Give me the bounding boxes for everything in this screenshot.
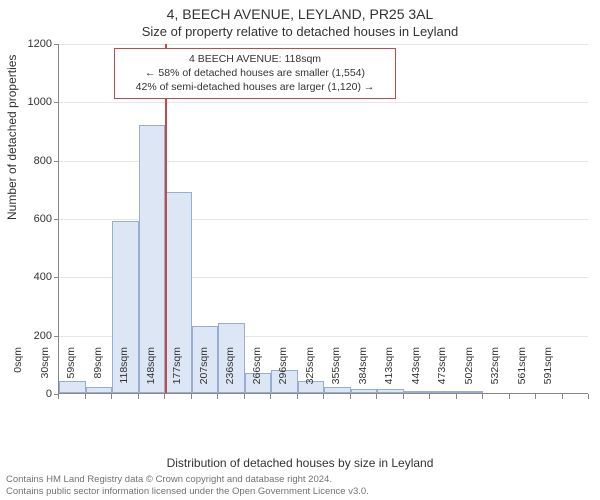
y-axis-label: Number of detached properties: [5, 55, 19, 220]
x-tick-label: 30sqm: [39, 347, 51, 397]
x-tick-mark: [350, 394, 351, 399]
x-tick-label: 0sqm: [12, 347, 24, 397]
y-tick-mark: [54, 44, 59, 45]
x-tick-label: 591sqm: [542, 347, 554, 397]
chart-container: 4, BEECH AVENUE, LEYLAND, PR25 3AL Size …: [0, 0, 600, 500]
footer-line-2: Contains public sector information licen…: [6, 486, 369, 498]
x-tick-label: 561sqm: [516, 347, 528, 397]
info-box-line: 4 BEECH AVENUE: 118sqm: [121, 52, 389, 66]
x-tick-mark: [323, 394, 324, 399]
chart-subtitle: Size of property relative to detached ho…: [0, 24, 600, 39]
y-tick-mark: [54, 336, 59, 337]
y-tick-label: 800: [12, 155, 52, 167]
x-tick-label: 325sqm: [304, 347, 316, 397]
gridline: [59, 44, 588, 45]
y-tick-label: 600: [12, 213, 52, 225]
x-tick-mark: [270, 394, 271, 399]
y-tick-label: 1000: [12, 96, 52, 108]
info-box-line: ← 58% of detached houses are smaller (1,…: [121, 66, 389, 80]
x-tick-mark: [376, 394, 377, 399]
page-title: 4, BEECH AVENUE, LEYLAND, PR25 3AL: [0, 6, 600, 22]
x-tick-mark: [217, 394, 218, 399]
x-tick-label: 296sqm: [277, 347, 289, 397]
info-box-line: 42% of semi-detached houses are larger (…: [121, 80, 389, 94]
y-tick-mark: [54, 161, 59, 162]
y-tick-label: 200: [12, 330, 52, 342]
x-tick-mark: [403, 394, 404, 399]
plot-area: 4 BEECH AVENUE: 118sqm← 58% of detached …: [58, 44, 588, 394]
x-tick-label: 89sqm: [92, 347, 104, 397]
x-tick-label: 236sqm: [224, 347, 236, 397]
x-tick-mark: [456, 394, 457, 399]
x-tick-mark: [482, 394, 483, 399]
x-tick-label: 148sqm: [145, 347, 157, 397]
x-tick-mark: [429, 394, 430, 399]
x-tick-mark: [111, 394, 112, 399]
x-tick-label: 177sqm: [171, 347, 183, 397]
x-tick-label: 384sqm: [357, 347, 369, 397]
x-tick-label: 502sqm: [463, 347, 475, 397]
attribution-footer: Contains HM Land Registry data © Crown c…: [6, 474, 369, 498]
y-tick-mark: [54, 102, 59, 103]
plot-area-wrapper: 4 BEECH AVENUE: 118sqm← 58% of detached …: [58, 44, 588, 394]
x-tick-mark: [535, 394, 536, 399]
y-tick-label: 1200: [12, 38, 52, 50]
y-tick-mark: [54, 277, 59, 278]
footer-line-1: Contains HM Land Registry data © Crown c…: [6, 474, 369, 486]
x-tick-label: 355sqm: [330, 347, 342, 397]
x-tick-label: 473sqm: [436, 347, 448, 397]
x-tick-mark: [164, 394, 165, 399]
y-tick-label: 400: [12, 271, 52, 283]
y-tick-mark: [54, 219, 59, 220]
x-tick-mark: [58, 394, 59, 399]
x-tick-mark: [588, 394, 589, 399]
x-tick-mark: [297, 394, 298, 399]
x-tick-mark: [191, 394, 192, 399]
x-tick-mark: [562, 394, 563, 399]
x-axis-label: Distribution of detached houses by size …: [0, 456, 600, 470]
x-tick-label: 266sqm: [251, 347, 263, 397]
gridline: [59, 102, 588, 103]
x-tick-label: 207sqm: [198, 347, 210, 397]
x-tick-label: 443sqm: [410, 347, 422, 397]
x-tick-mark: [138, 394, 139, 399]
x-tick-mark: [244, 394, 245, 399]
x-tick-label: 59sqm: [65, 347, 77, 397]
x-tick-label: 532sqm: [489, 347, 501, 397]
x-tick-mark: [85, 394, 86, 399]
property-info-box: 4 BEECH AVENUE: 118sqm← 58% of detached …: [114, 48, 396, 99]
x-tick-label: 118sqm: [118, 347, 130, 397]
x-tick-label: 413sqm: [383, 347, 395, 397]
x-tick-mark: [509, 394, 510, 399]
